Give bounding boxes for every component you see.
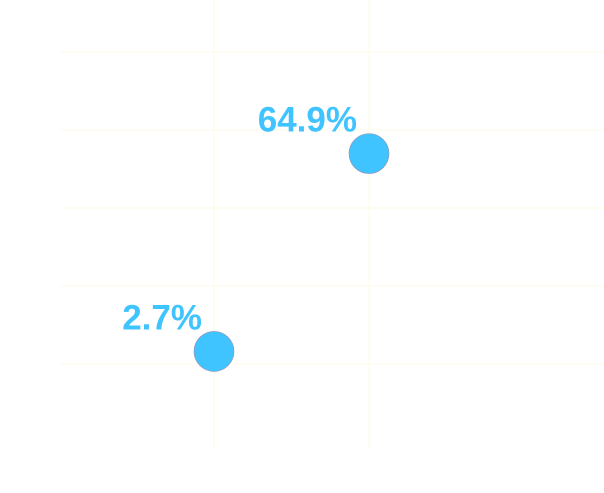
data-point	[348, 133, 390, 174]
data-label: 64.9%	[258, 101, 357, 140]
data-point	[193, 331, 235, 372]
data-label: 2.7%	[122, 298, 202, 337]
